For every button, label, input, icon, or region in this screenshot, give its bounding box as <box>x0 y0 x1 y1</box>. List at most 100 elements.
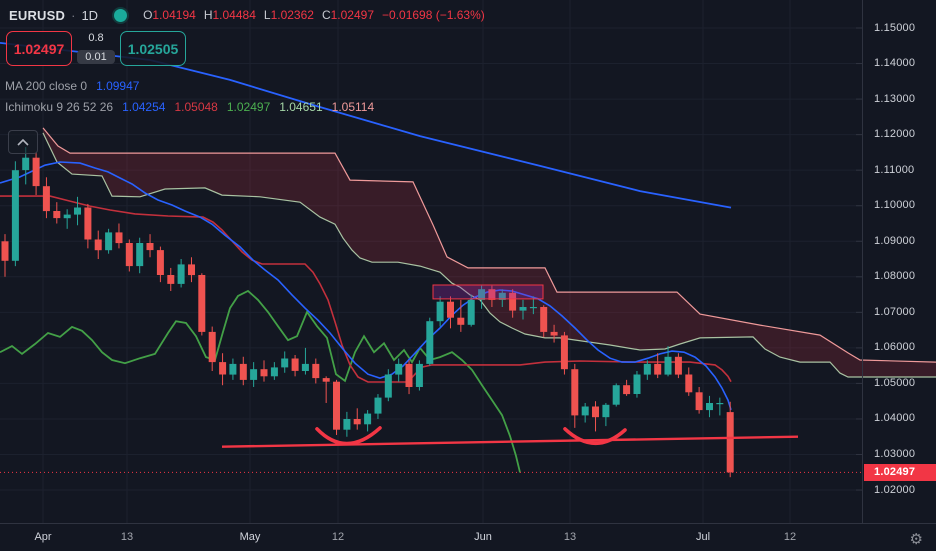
candle-body <box>467 299 475 325</box>
symbol-name[interactable]: EURUSD <box>9 7 66 23</box>
price-tick-label: 1.10000 <box>874 199 916 212</box>
candle-body <box>519 307 527 311</box>
candle-body <box>415 363 423 387</box>
candle-body <box>488 289 496 300</box>
quantity-field[interactable]: 0.01 <box>77 50 115 64</box>
candle-body <box>115 232 123 244</box>
candle-body <box>664 356 672 375</box>
ma-legend[interactable]: MA 200 close 0 1.09947 <box>5 79 139 93</box>
candle-body <box>550 331 558 336</box>
price-tick-label: 1.04000 <box>874 412 916 425</box>
market-status-icon <box>112 6 130 24</box>
ichimoku-value: 1.02497 <box>226 100 271 114</box>
candle-body <box>156 250 164 275</box>
candle-body <box>716 403 724 405</box>
candle-body <box>219 362 227 375</box>
buy-button[interactable]: 1.02505 <box>120 31 186 66</box>
candle-body <box>571 369 579 416</box>
time-axis[interactable]: Apr 13 May 12 Jun 13 Jul 12 <box>0 523 936 551</box>
candle-body <box>208 331 216 363</box>
price-tick-label: 1.02000 <box>874 483 916 496</box>
tenkan-sen-line <box>0 161 732 411</box>
candle-body <box>105 232 113 251</box>
candle-body <box>426 321 434 364</box>
change-value: −0.01698 (−1.63%) <box>382 8 485 22</box>
axis-settings-gear-icon[interactable]: ⚙ <box>909 530 923 548</box>
candle-body <box>674 356 682 375</box>
time-tick-label: 13 <box>563 531 577 543</box>
time-tick-label: Jun <box>474 531 492 543</box>
price-tick-label: 1.08000 <box>874 270 916 283</box>
price-tick-label: 1.13000 <box>874 92 916 105</box>
candle-body <box>281 358 289 368</box>
candle-body <box>436 301 444 322</box>
sell-button[interactable]: 1.02497 <box>6 31 72 66</box>
time-tick-label: 12 <box>783 531 797 543</box>
candle-body <box>167 275 175 284</box>
price-tick-label: 1.12000 <box>874 128 916 141</box>
ma-legend-label: MA 200 close 0 <box>5 79 88 93</box>
candle-body <box>498 292 506 300</box>
candle-body <box>291 358 299 371</box>
candle-body <box>353 419 361 425</box>
symbol-separator: · <box>71 7 76 23</box>
spread-value: 0.8 <box>88 32 104 44</box>
price-tick-label: 1.05000 <box>874 376 916 389</box>
candle-body <box>333 381 340 430</box>
ma-legend-value: 1.09947 <box>96 79 140 93</box>
chevron-up-icon <box>17 138 29 146</box>
candle-body <box>529 307 537 309</box>
symbol-legend[interactable]: EURUSD · 1D O 1.04194 H 1.04484 L 1.02362 C 1.0… <box>9 6 485 24</box>
candle-body <box>343 419 351 430</box>
candle-body <box>384 374 392 398</box>
candle-body <box>136 243 144 267</box>
candle-body <box>643 363 651 375</box>
drawn-rectangle[interactable] <box>432 284 544 300</box>
senkou-b-line <box>42 127 936 363</box>
trade-widget: 1.02497 0.8 0.01 1.02505 <box>6 31 186 66</box>
candle-body <box>198 275 206 332</box>
candle-body <box>685 374 693 393</box>
candle-body <box>42 186 50 212</box>
candle-body <box>63 214 71 219</box>
candle-body <box>32 157 40 187</box>
ohlc-values: O 1.04194 H 1.04484 L 1.02362 C 1.02497 <box>143 8 374 22</box>
spread-column: 0.8 0.01 <box>72 31 120 66</box>
candle-body <box>260 369 268 377</box>
candle-body <box>53 211 61 219</box>
price-tick-label: 1.07000 <box>874 305 916 318</box>
drawn-trendline[interactable] <box>221 435 799 448</box>
price-axis[interactable]: 1.15000 1.14000 1.13000 1.12000 1.11000 1.100… <box>862 0 936 524</box>
candle-body <box>457 317 465 325</box>
candle-body <box>592 406 599 418</box>
candle-body <box>478 289 486 300</box>
drawn-arc[interactable] <box>315 426 382 446</box>
candle-body <box>301 363 309 371</box>
candle-body <box>447 301 454 318</box>
collapse-legend-button[interactable] <box>8 130 38 154</box>
kijun-sen-line <box>0 195 732 383</box>
candle-body <box>364 413 372 425</box>
time-tick-label: 13 <box>120 531 134 543</box>
candle-body <box>654 363 662 375</box>
ohlc-item: O 1.04194 <box>143 8 196 22</box>
price-tick-label: 1.06000 <box>874 341 916 354</box>
price-tick-label: 1.15000 <box>874 21 916 34</box>
candle-body <box>612 385 620 405</box>
ichimoku-cloud <box>43 127 936 378</box>
candle-body <box>560 335 568 370</box>
candle-body <box>229 363 237 375</box>
timeframe-label[interactable]: 1D <box>81 7 99 23</box>
price-tick-label: 1.11000 <box>874 163 915 176</box>
drawn-arc[interactable] <box>563 427 627 445</box>
candle-body <box>540 307 548 332</box>
candle-body <box>322 378 330 382</box>
ohlc-item: L 1.02362 <box>263 8 314 22</box>
candle-body <box>250 369 258 380</box>
price-tick-label: 1.03000 <box>874 448 916 461</box>
chikou-span-line <box>0 289 521 473</box>
time-tick-label: May <box>239 531 261 543</box>
ichimoku-legend[interactable]: Ichimoku 9 26 52 26 1.04254 1.05048 1.0249… <box>5 100 374 114</box>
